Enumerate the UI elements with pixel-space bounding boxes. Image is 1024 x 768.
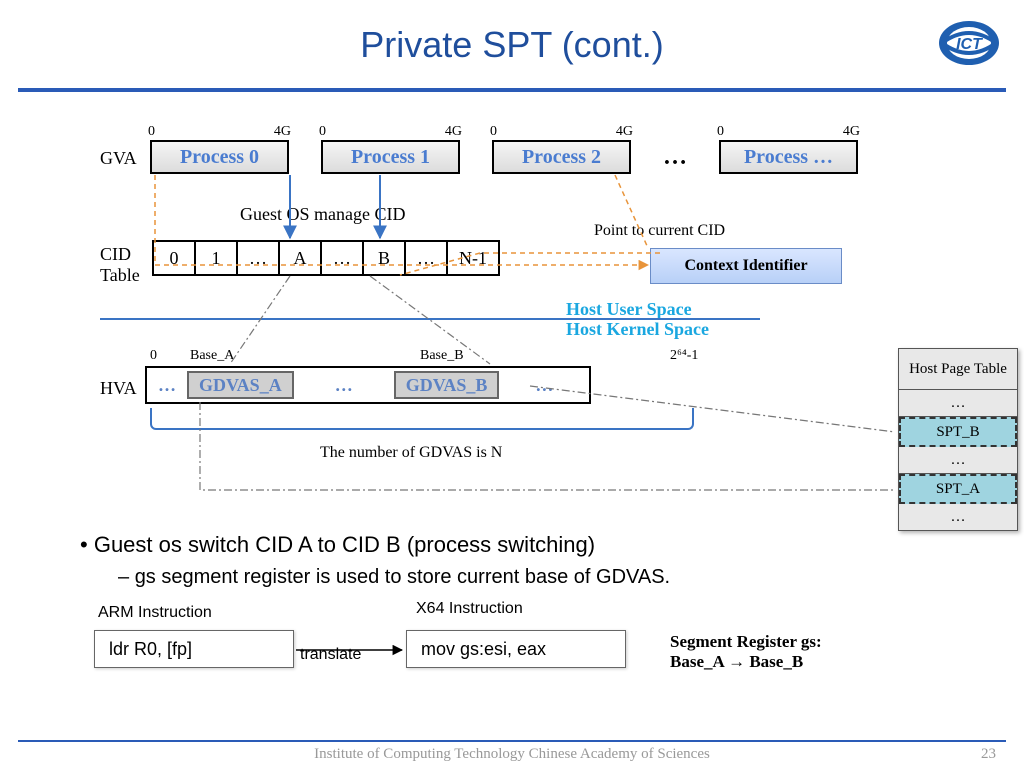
slide-title: Private SPT (cont.) (0, 0, 1024, 66)
point-label: Point to current CID (594, 222, 725, 240)
host-table-head: Host Page Table (899, 349, 1017, 390)
hva-axis-baseb: Base_B (420, 348, 464, 364)
guest-os-label: Guest OS manage CID (240, 204, 405, 225)
cid-cell: … (320, 240, 362, 276)
process-box: 0 4G Process … (719, 140, 858, 174)
segment-label: Segment Register gs:Base_A → Base_B (670, 632, 822, 672)
translate-label: translate (300, 646, 361, 664)
hva-axis-0: 0 (150, 348, 157, 364)
cid-cell: … (236, 240, 278, 276)
hva-row: … GDVAS_A … GDVAS_B … (145, 366, 591, 404)
cid-cell: B (362, 240, 404, 276)
gdvas-box: GDVAS_B (394, 371, 500, 399)
x64-instruction-box: mov gs:esi, eax (406, 630, 626, 668)
cid-cell: A (278, 240, 320, 276)
arm-label: ARM Instruction (98, 604, 212, 622)
footer-text: Institute of Computing Technology Chines… (0, 746, 1024, 763)
hva-label: HVA (100, 378, 137, 399)
cid-label: CIDTable (100, 244, 140, 286)
arm-instruction-box: ldr R0, [fp] (94, 630, 294, 668)
dots: … (663, 144, 687, 171)
gdvas-count-label: The number of GDVAS is N (320, 444, 502, 462)
cid-table: 0 1 … A … B … N-1 (152, 240, 500, 276)
gdvas-box: GDVAS_A (187, 371, 294, 399)
spt-a-row: SPT_A (899, 474, 1017, 504)
gva-label: GVA (100, 148, 137, 169)
cid-cell: … (404, 240, 446, 276)
bullet-2: – gs segment register is used to store c… (118, 566, 670, 589)
host-page-table: Host Page Table … SPT_B … SPT_A … (898, 348, 1018, 531)
process-box: 0 4G Process 0 (150, 140, 289, 174)
process-box: 0 4G Process 2 (492, 140, 631, 174)
bottom-rule (18, 740, 1006, 742)
hva-axis-basea: Base_A (190, 348, 234, 364)
top-rule (18, 88, 1006, 92)
cid-cell: 1 (194, 240, 236, 276)
hva-axis-end: 2⁶⁴-1 (670, 348, 698, 364)
page-number: 23 (981, 746, 996, 763)
spt-b-row: SPT_B (899, 417, 1017, 447)
gva-row: 0 4G Process 0 0 4G Process 1 0 4G Proce… (150, 140, 858, 174)
cid-cell: 0 (152, 240, 194, 276)
ict-logo: ICT (934, 18, 1004, 68)
bullet-1: • Guest os switch CID A to CID B (proces… (80, 532, 595, 558)
gdvas-bracket (150, 408, 694, 430)
mid-rule (100, 318, 760, 320)
process-box: 0 4G Process 1 (321, 140, 460, 174)
x64-label: X64 Instruction (416, 600, 523, 618)
context-identifier-box: Context Identifier (650, 248, 842, 284)
cid-cell: N-1 (446, 240, 500, 276)
svg-text:ICT: ICT (956, 36, 983, 53)
